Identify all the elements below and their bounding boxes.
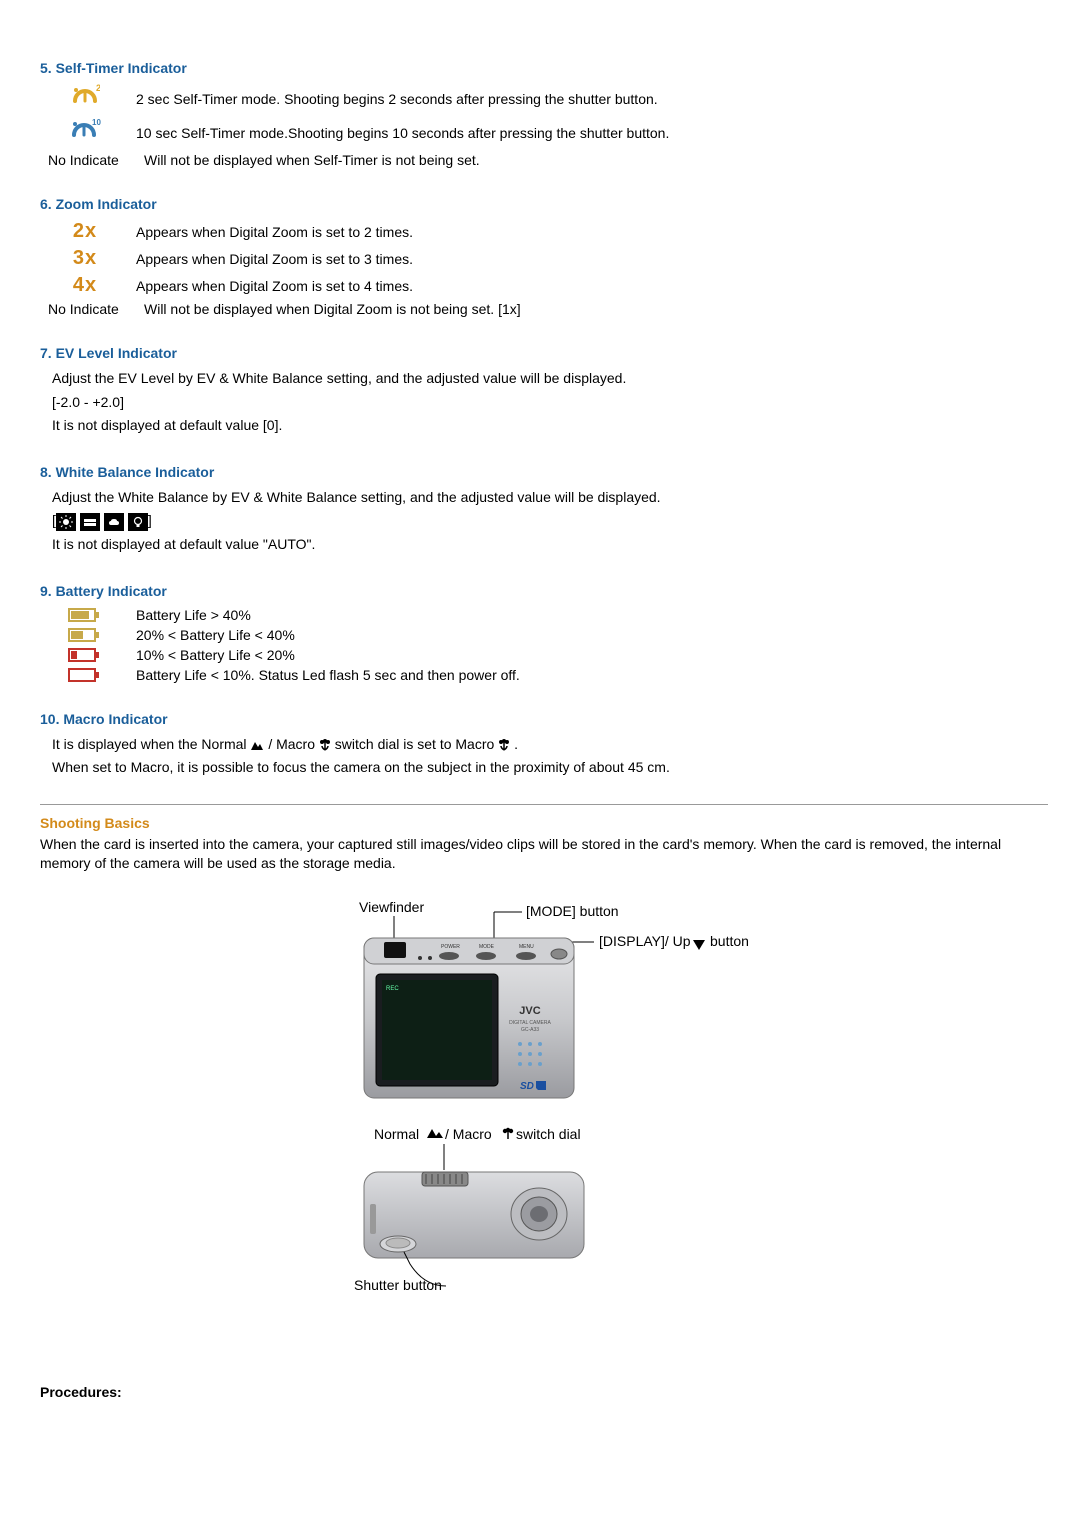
zoom-2x-icon: 2x [40,220,130,243]
sd-logo: SD [520,1081,534,1092]
battery-desc-2: 10% < Battery Life < 20% [130,647,1048,663]
battery-row-1: 20% < Battery Life < 40% [40,627,1048,643]
macro-line1-mid: / Macro [268,736,319,752]
battery-row-0: Battery Life > 40% [40,607,1048,623]
zoom-4x-icon: 4x [40,274,130,297]
battery-empty-icon [40,667,130,683]
self-timer-2sec-icon: 2 [40,84,130,114]
svg-text:2: 2 [96,84,100,93]
diagram-display-label: [DISPLAY]/ Up [599,933,691,949]
diagram-nm-mid: / Macro [445,1126,492,1142]
section-8-heading: 8. White Balance Indicator [40,464,1048,480]
viewfinder-icon [384,942,406,958]
ev-line2: [-2.0 - +2.0] [52,393,1048,413]
section-5-heading: 5. Self-Timer Indicator [40,60,1048,76]
section-10-heading: 10. Macro Indicator [40,711,1048,727]
battery-row-2: 10% < Battery Life < 20% [40,647,1048,663]
macro-switch-dial[interactable] [422,1172,468,1186]
shooting-basics-heading: Shooting Basics [40,815,1048,831]
self-timer-10sec-desc: 10 sec Self-Timer mode.Shooting begins 1… [130,125,1048,141]
diagram-mode-label: [MODE] button [526,903,619,919]
wb-fluorescent-icon [80,513,100,531]
battery-desc-0: Battery Life > 40% [130,607,1048,623]
self-timer-10sec-icon: 10 [40,118,130,148]
mode-button[interactable] [476,952,496,960]
diagram-normal-macro-label: Normal [374,1126,419,1142]
ev-line3: It is not displayed at default value [0]… [52,416,1048,436]
wb-line3: It is not displayed at default value "AU… [52,535,1048,555]
wb-line1: Adjust the White Balance by EV & White B… [52,488,1048,508]
procedures-heading: Procedures: [40,1384,1048,1400]
zoom-3x-icon: 3x [40,247,130,270]
ev-line1: Adjust the EV Level by EV & White Balanc… [52,369,1048,389]
battery-desc-3: Battery Life < 10%. Status Led flash 5 s… [130,667,1048,683]
self-timer-noindicate-label: No Indicate [40,152,138,168]
camera-diagram: Viewfinder [MODE] button [DISPLAY]/ Up b… [40,894,1048,1334]
flower-icon [498,737,510,751]
battery-low-icon [40,647,130,663]
battery-row-3: Battery Life < 10%. Status Led flash 5 s… [40,667,1048,683]
up-triangle-icon [693,940,705,950]
mountain-icon [427,1129,443,1138]
brand-sub2: GC-A33 [521,1027,539,1033]
macro-line1-pre: It is displayed when the Normal [52,736,250,752]
macro-line1-post: switch dial is set to Macro [335,736,498,752]
wb-icons-row: [ ] [52,511,1048,531]
brand-label: JVC [519,1005,540,1017]
macro-line1-end: . [514,736,518,752]
self-timer-2sec-desc: 2 sec Self-Timer mode. Shooting begins 2… [130,91,1048,107]
section-9-heading: 9. Battery Indicator [40,583,1048,599]
diagram-power-label: POWER [441,944,460,950]
lcd-rec-label: REC [386,986,399,992]
section-6-heading: 6. Zoom Indicator [40,196,1048,212]
battery-desc-1: 20% < Battery Life < 40% [130,627,1048,643]
self-timer-2sec-row: 2 2 sec Self-Timer mode. Shooting begins… [40,84,1048,114]
flower-icon [319,737,331,751]
diagram-menu-label: MENU [519,944,534,950]
macro-line2: When set to Macro, it is possible to foc… [52,758,1048,778]
zoom-noindicate-desc: Will not be displayed when Digital Zoom … [138,301,1048,317]
wb-daylight-icon [56,513,76,531]
zoom-2x-desc: Appears when Digital Zoom is set to 2 ti… [130,224,1048,240]
self-timer-noindicate-desc: Will not be displayed when Self-Timer is… [138,152,1048,168]
battery-full-icon [40,607,130,623]
mountain-icon [250,739,264,751]
battery-mid-icon [40,627,130,643]
divider [40,804,1048,805]
diagram-viewfinder-label: Viewfinder [359,899,424,915]
zoom-4x-desc: Appears when Digital Zoom is set to 4 ti… [130,278,1048,294]
zoom-4x-row: 4x Appears when Digital Zoom is set to 4… [40,274,1048,297]
diagram-display-suffix: button [710,933,749,949]
macro-line1: It is displayed when the Normal / Macro … [52,735,1048,755]
wb-tungsten-icon [128,513,148,531]
menu-button[interactable] [516,952,536,960]
zoom-2x-row: 2x Appears when Digital Zoom is set to 2… [40,220,1048,243]
zoom-noindicate-label: No Indicate [40,301,138,317]
flower-icon [503,1128,513,1139]
zoom-3x-row: 3x Appears when Digital Zoom is set to 3… [40,247,1048,270]
diagram-mode-btn-label: MODE [479,944,495,950]
zoom-noindicate-row: No Indicate Will not be displayed when D… [40,301,1048,317]
diagram-nm-post: switch dial [516,1126,581,1142]
diagram-shutter-label: Shutter button [354,1277,442,1293]
self-timer-noindicate-row: No Indicate Will not be displayed when S… [40,152,1048,168]
section-7-heading: 7. EV Level Indicator [40,345,1048,361]
svg-text:10: 10 [92,118,101,127]
wb-cloudy-icon [104,513,124,531]
display-button[interactable] [551,949,567,959]
power-button[interactable] [439,952,459,960]
self-timer-10sec-row: 10 10 sec Self-Timer mode.Shooting begin… [40,118,1048,148]
brand-sub1: DIGITAL CAMERA [509,1020,551,1026]
shooting-basics-body: When the card is inserted into the camer… [40,835,1048,874]
zoom-3x-desc: Appears when Digital Zoom is set to 3 ti… [130,251,1048,267]
